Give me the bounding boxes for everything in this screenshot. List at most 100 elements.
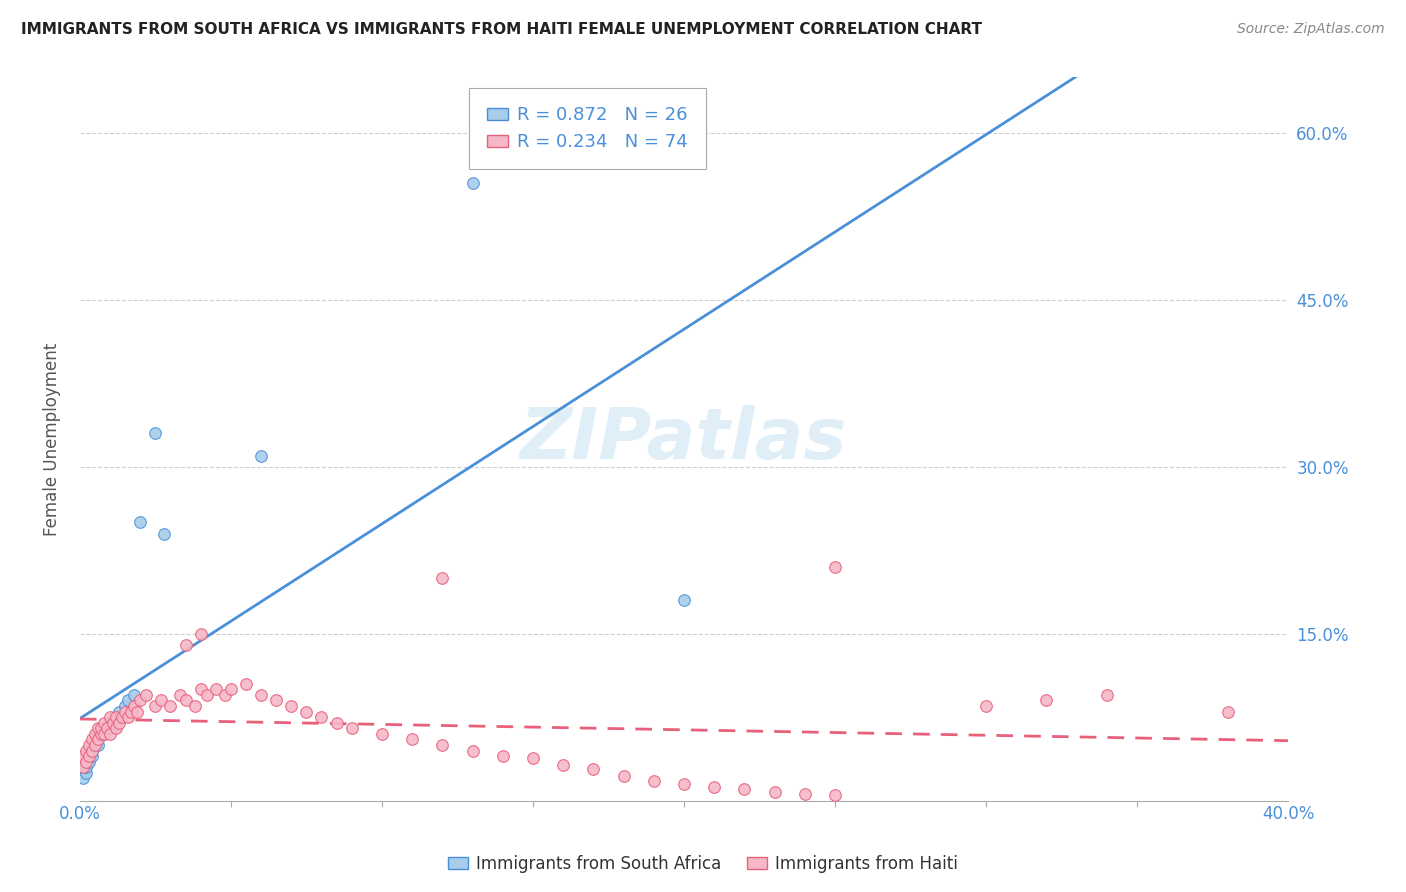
Legend: R = 0.872   N = 26, R = 0.234   N = 74: R = 0.872 N = 26, R = 0.234 N = 74 — [474, 94, 700, 164]
Point — [98, 715, 121, 730]
Point — [824, 560, 846, 574]
Point — [432, 571, 454, 585]
Point — [195, 688, 218, 702]
Point — [108, 715, 131, 730]
Point — [77, 755, 100, 769]
Point — [93, 727, 115, 741]
Point — [80, 743, 103, 757]
Point — [122, 699, 145, 714]
Point — [96, 721, 118, 735]
Point — [101, 721, 124, 735]
Point — [311, 710, 333, 724]
Point — [824, 788, 846, 802]
Point — [643, 773, 665, 788]
Point — [75, 765, 97, 780]
Point — [105, 721, 128, 735]
Point — [72, 760, 94, 774]
Point — [522, 751, 544, 765]
Point — [72, 772, 94, 786]
Point — [1095, 688, 1118, 702]
Point — [120, 705, 142, 719]
Point — [169, 688, 191, 702]
Point — [114, 705, 136, 719]
Point — [75, 760, 97, 774]
Point — [461, 743, 484, 757]
Point — [105, 710, 128, 724]
Point — [250, 449, 273, 463]
Point — [793, 787, 815, 801]
Point — [129, 516, 152, 530]
Point — [114, 699, 136, 714]
Point — [127, 705, 149, 719]
Point — [174, 693, 197, 707]
Point — [77, 738, 100, 752]
Point — [80, 743, 103, 757]
Point — [280, 699, 302, 714]
Point — [129, 693, 152, 707]
Point — [84, 727, 107, 741]
Text: ZIPatlas: ZIPatlas — [520, 405, 848, 474]
Point — [295, 705, 318, 719]
Point — [98, 710, 121, 724]
Point — [214, 688, 236, 702]
Point — [77, 749, 100, 764]
Point — [371, 727, 394, 741]
Point — [135, 688, 157, 702]
Point — [80, 732, 103, 747]
Point — [84, 738, 107, 752]
Point — [87, 738, 110, 752]
Point — [117, 710, 139, 724]
Point — [204, 682, 226, 697]
Point — [101, 715, 124, 730]
Point — [105, 710, 128, 724]
Point — [974, 699, 997, 714]
Point — [145, 426, 167, 441]
Point — [117, 693, 139, 707]
Point — [1216, 705, 1239, 719]
Text: Source: ZipAtlas.com: Source: ZipAtlas.com — [1237, 22, 1385, 37]
Point — [672, 593, 695, 607]
Point — [582, 763, 605, 777]
Point — [612, 769, 634, 783]
Point — [72, 749, 94, 764]
Point — [492, 749, 515, 764]
Point — [90, 721, 112, 735]
Point — [250, 688, 273, 702]
Point — [432, 738, 454, 752]
Text: IMMIGRANTS FROM SOUTH AFRICA VS IMMIGRANTS FROM HAITI FEMALE UNEMPLOYMENT CORREL: IMMIGRANTS FROM SOUTH AFRICA VS IMMIGRAN… — [21, 22, 981, 37]
Point — [75, 743, 97, 757]
Point — [87, 732, 110, 747]
Point — [340, 721, 363, 735]
Point — [111, 710, 134, 724]
Point — [122, 688, 145, 702]
Point — [84, 738, 107, 752]
Point — [145, 699, 167, 714]
Point — [401, 732, 423, 747]
Point — [87, 721, 110, 735]
Point — [190, 682, 212, 697]
Point — [108, 705, 131, 719]
Point — [183, 699, 205, 714]
Point — [264, 693, 287, 707]
Point — [96, 721, 118, 735]
Point — [93, 715, 115, 730]
Point — [150, 693, 173, 707]
Point — [159, 699, 181, 714]
Point — [75, 755, 97, 769]
Point — [93, 727, 115, 741]
Point — [90, 727, 112, 741]
Point — [461, 176, 484, 190]
Point — [153, 526, 176, 541]
Point — [77, 749, 100, 764]
Point — [174, 638, 197, 652]
Legend: Immigrants from South Africa, Immigrants from Haiti: Immigrants from South Africa, Immigrants… — [441, 848, 965, 880]
Point — [98, 727, 121, 741]
Point — [90, 727, 112, 741]
Y-axis label: Female Unemployment: Female Unemployment — [44, 343, 60, 536]
Point — [325, 715, 347, 730]
Point — [553, 758, 575, 772]
Point — [190, 626, 212, 640]
Point — [703, 780, 725, 795]
Point — [219, 682, 242, 697]
Point — [87, 732, 110, 747]
